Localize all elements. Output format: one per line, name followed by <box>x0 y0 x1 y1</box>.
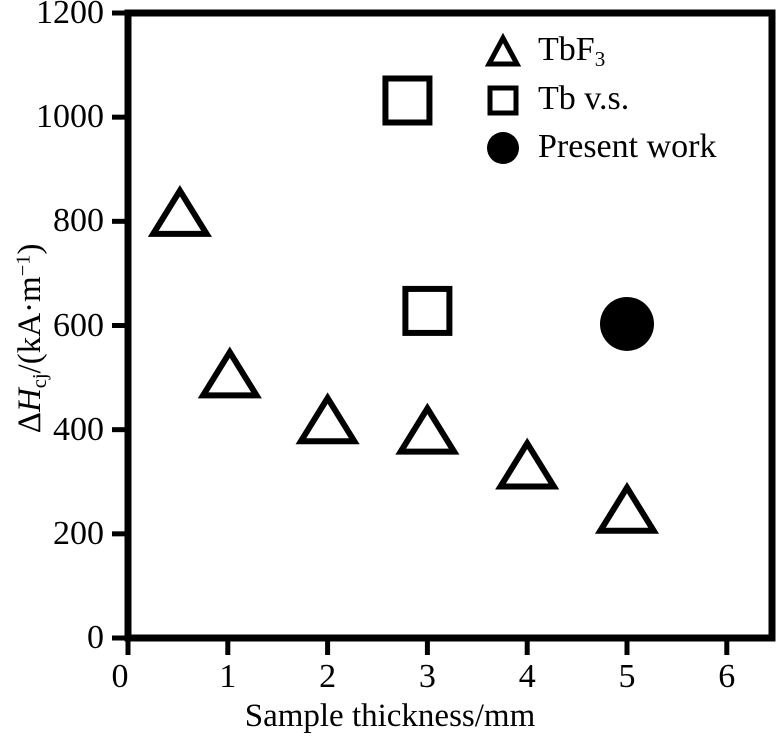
data-point-triangle-open <box>395 402 460 455</box>
legend-marker-square-open-icon <box>480 79 526 119</box>
legend-label: TbF3 <box>538 30 606 71</box>
x-tick-label: 1 <box>219 658 237 695</box>
y-tick-label: 200 <box>53 514 104 552</box>
x-tick-label: 2 <box>319 658 337 695</box>
y-axis-title: ΔHcj/(kA·m−1) <box>12 243 51 434</box>
x-tick-label: 4 <box>518 658 536 695</box>
data-point-square-open <box>402 285 453 336</box>
chart-legend: TbF3 Tb v.s. Present work <box>480 28 716 172</box>
x-tick-label: 5 <box>618 658 636 695</box>
y-tick-label: 1200 <box>36 0 104 31</box>
y-tick-label: 400 <box>53 410 104 448</box>
legend-item-present-work[interactable]: Present work <box>480 124 716 170</box>
data-point-triangle-open <box>147 185 212 237</box>
legend-item-tb-vs[interactable]: Tb v.s. <box>480 76 716 122</box>
y-tick-label: 800 <box>53 202 104 240</box>
data-markers <box>147 75 660 534</box>
x-tick-label: 6 <box>718 658 736 695</box>
x-tick-label: 3 <box>418 658 436 695</box>
x-tick-label: 0 <box>111 658 129 695</box>
data-point-circle-filled <box>600 296 654 351</box>
data-point-triangle-open <box>197 346 262 399</box>
y-axis-title-container: ΔHcj/(kA·m−1) <box>12 58 51 618</box>
legend-label: Tb v.s. <box>538 80 630 117</box>
data-point-triangle-open <box>594 481 660 534</box>
legend-marker-triangle-open-icon <box>480 31 526 71</box>
data-point-square-open <box>382 75 433 126</box>
legend-item-tbf3[interactable]: TbF3 <box>480 28 716 74</box>
legend-label: Present work <box>538 128 717 165</box>
axis-ticks <box>112 10 730 655</box>
data-point-triangle-open <box>295 392 360 445</box>
y-tick-label: 600 <box>53 306 104 344</box>
data-point-triangle-open <box>495 437 560 490</box>
y-tick-label: 0 <box>87 619 104 656</box>
legend-marker-circle-filled-icon <box>480 127 526 167</box>
x-axis-title: Sample thickness/mm <box>244 698 536 734</box>
y-tick-label: 1000 <box>36 98 104 136</box>
